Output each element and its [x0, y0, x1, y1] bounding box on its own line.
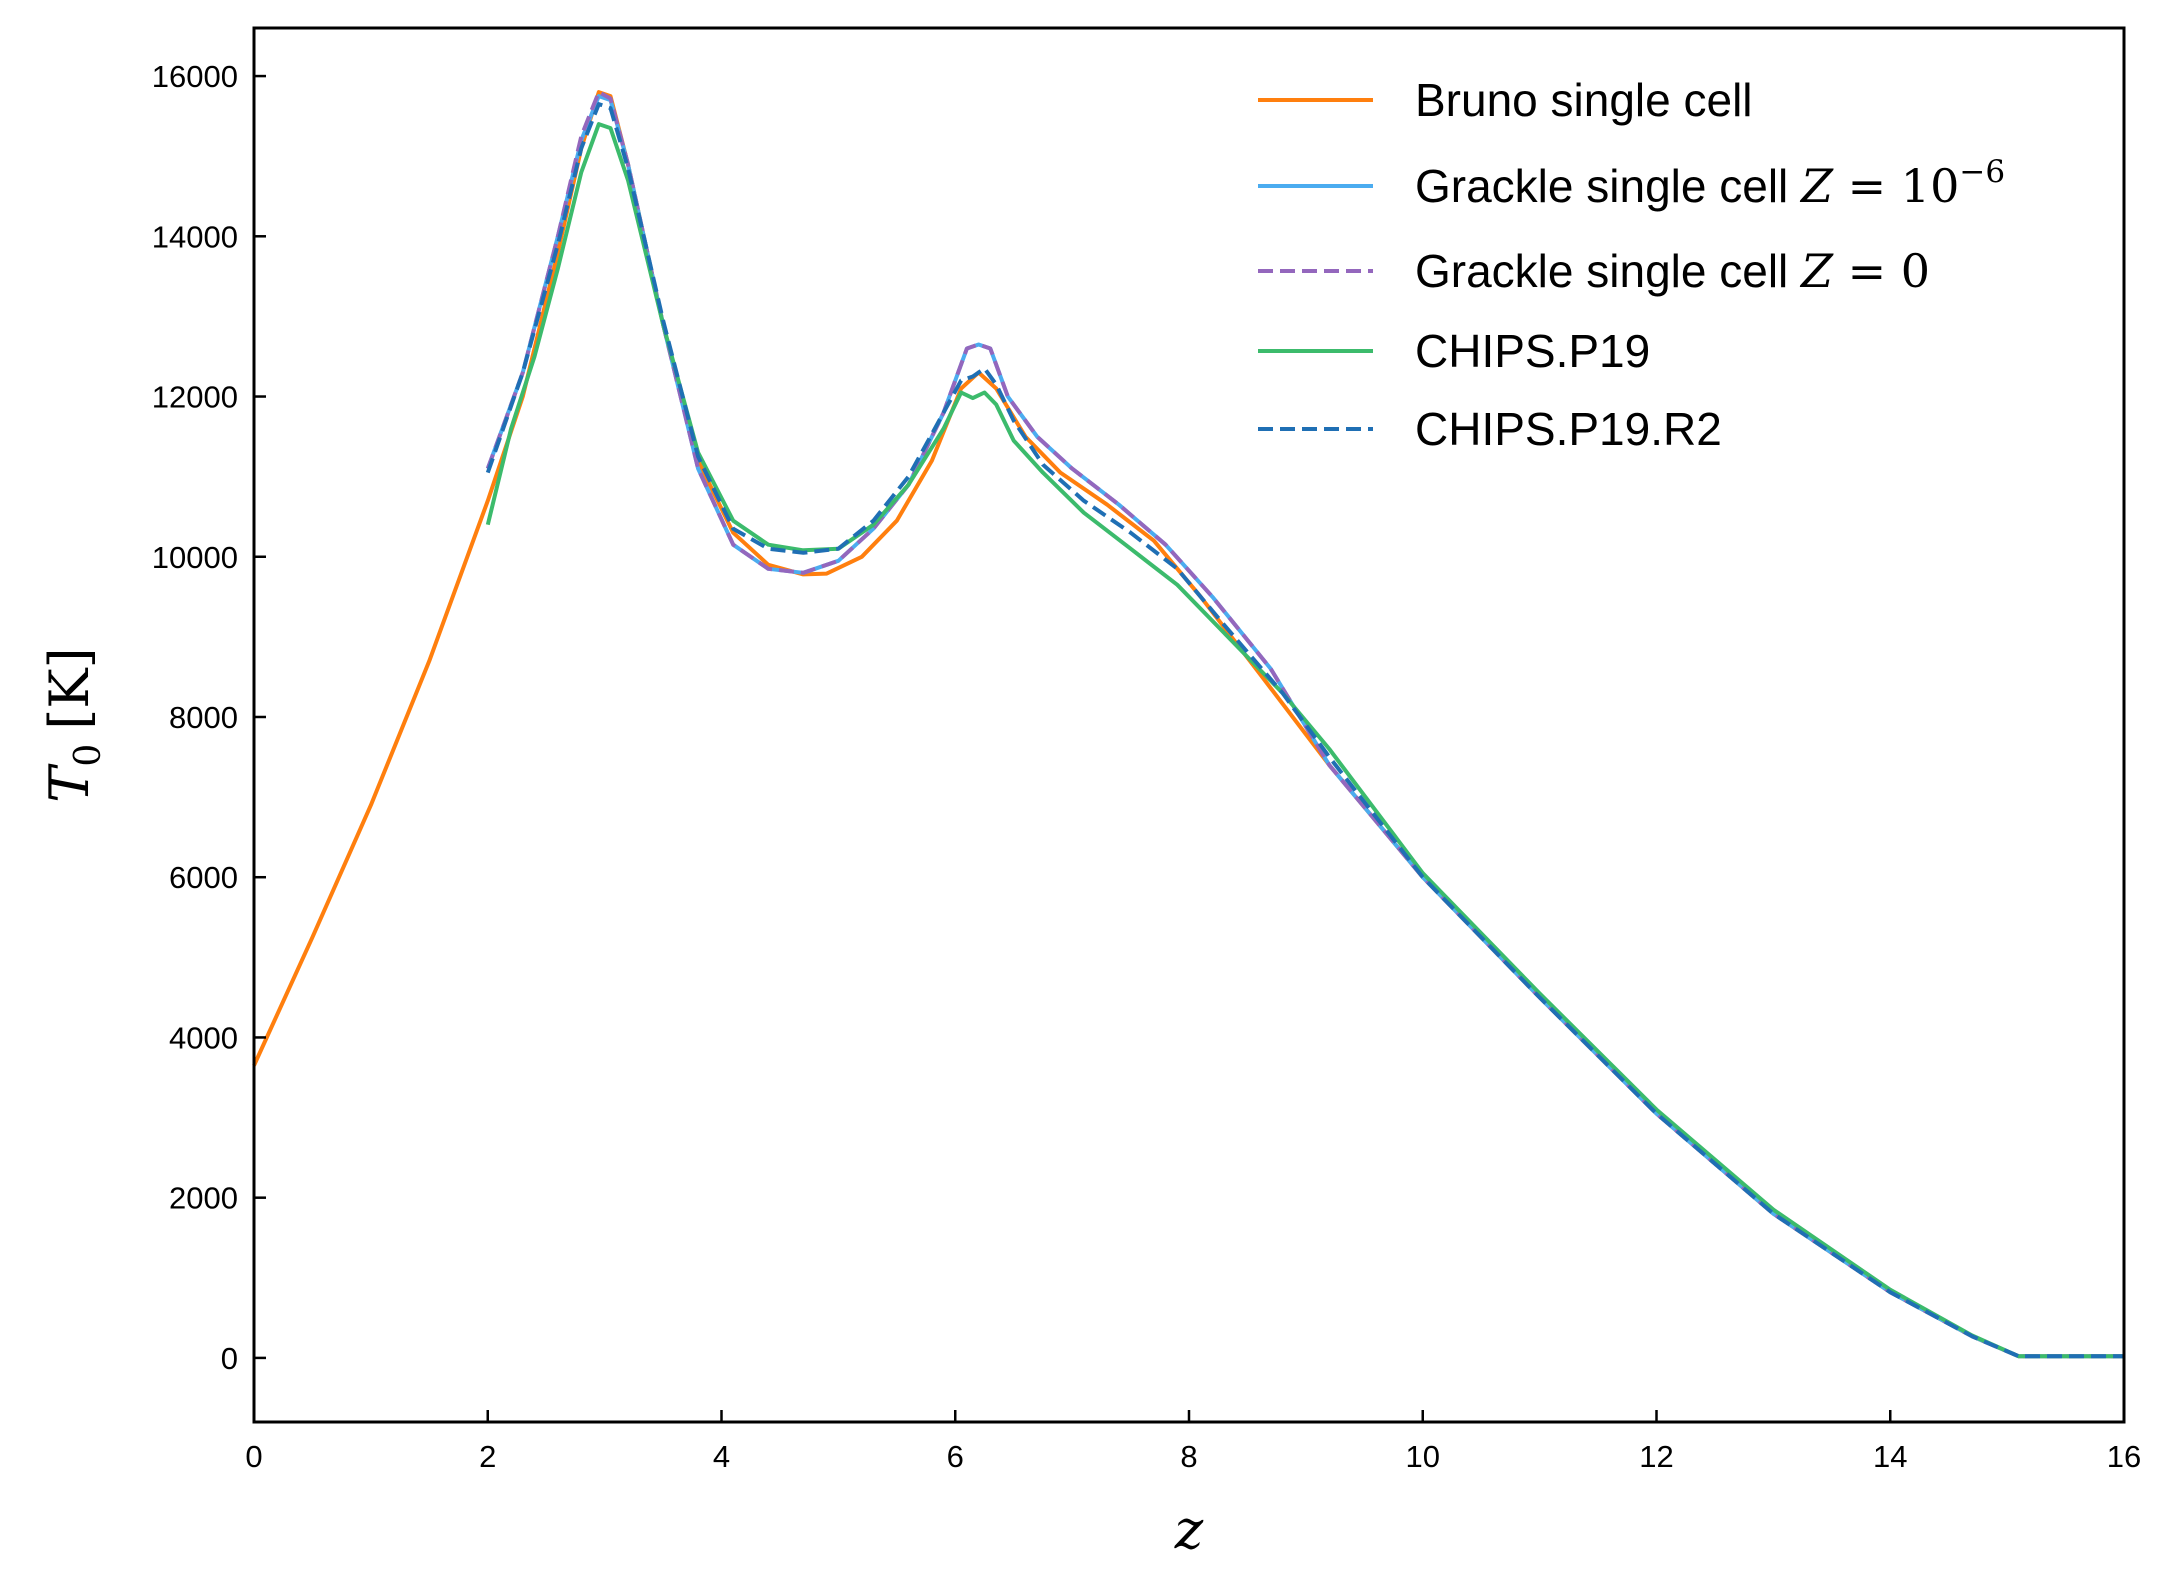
y-tick-label: 4000 — [169, 1020, 238, 1055]
x-tick-label: 4 — [713, 1439, 730, 1474]
y-tick-label: 8000 — [169, 700, 238, 735]
y-tick-label: 14000 — [152, 219, 238, 254]
y-tick-label: 12000 — [152, 380, 238, 415]
x-tick-label: 14 — [1873, 1439, 1907, 1474]
svg-text:T0[K]: T0[K] — [38, 647, 109, 802]
series-line-chips-p19 — [485, 122, 2124, 1359]
x-tick-label: 12 — [1639, 1439, 1673, 1474]
y-tick-label: 10000 — [152, 540, 238, 575]
y-tick-label: 2000 — [169, 1181, 238, 1216]
y-axis-label: T0[K] — [38, 647, 109, 802]
y-tick-label: 16000 — [152, 59, 238, 94]
series-layer — [252, 90, 2124, 1359]
series-line-chips-p19-r2 — [485, 102, 2124, 1359]
y-tick-label: 0 — [221, 1341, 238, 1376]
ticks-layer: 0 2 4 6 8 10 12 14 16 0 2000 4000 6000 8000 10000 12000… — [152, 59, 2141, 1474]
x-tick-label: 0 — [245, 1439, 262, 1474]
legend: Bruno single cell Grackle single cell Z … — [1258, 74, 2005, 455]
x-tick-label: 6 — [947, 1439, 964, 1474]
legend-label-grackle-z0: Grackle single cell Z = 0 — [1415, 244, 1930, 298]
x-tick-label: 8 — [1180, 1439, 1197, 1474]
x-axis-label: z — [1174, 1498, 1204, 1561]
series-line-grackle-single-cell-z-0 — [485, 90, 2124, 1359]
x-tick-label: 16 — [2107, 1439, 2141, 1474]
legend-label-chips-p19: CHIPS.P19 — [1415, 325, 1650, 377]
plot-frame — [252, 26, 2126, 1424]
x-tick-label: 2 — [479, 1439, 496, 1474]
legend-label-chips-p19-r2: CHIPS.P19.R2 — [1415, 403, 1722, 455]
x-tick-label: 10 — [1406, 1439, 1440, 1474]
legend-label-grackle-z1e-6: Grackle single cell Z = 10−6 — [1415, 154, 2005, 213]
legend-label-bruno: Bruno single cell — [1415, 74, 1753, 126]
y-tick-label: 6000 — [169, 860, 238, 895]
